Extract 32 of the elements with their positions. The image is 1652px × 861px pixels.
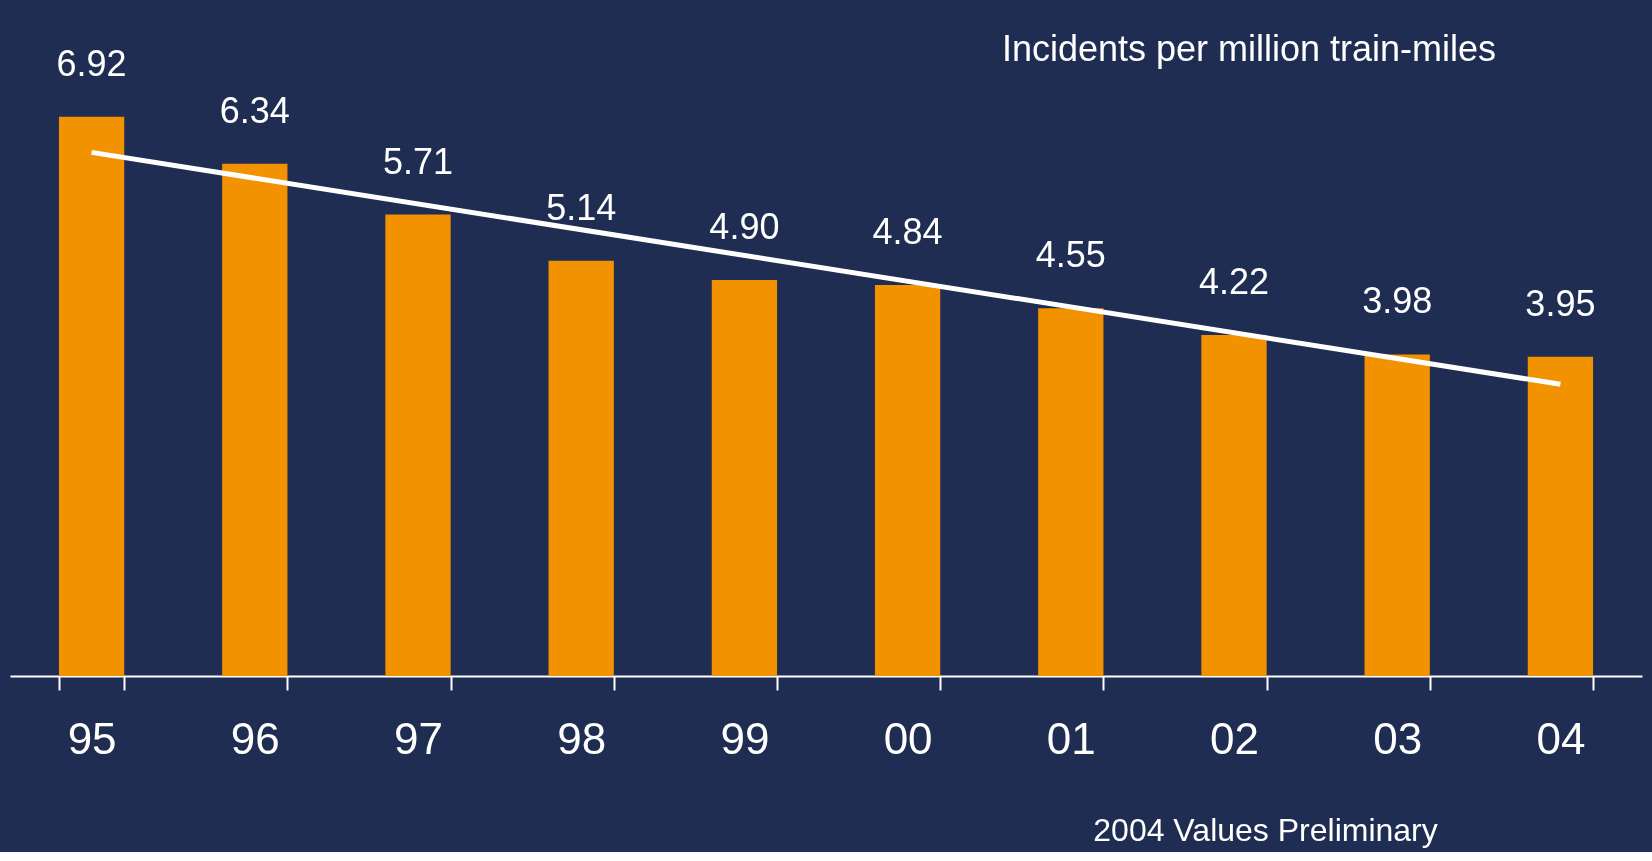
data-label: 3.95 [1525, 282, 1596, 324]
x-tick-label: 97 [394, 713, 443, 763]
bar [874, 284, 941, 676]
data-label: 4.84 [872, 210, 943, 252]
bar [385, 214, 451, 676]
data-label: 6.92 [56, 42, 127, 84]
x-tick-label: 03 [1373, 713, 1423, 763]
bar [1364, 354, 1430, 676]
bar [1038, 308, 1104, 676]
bar [548, 260, 614, 676]
text: Incidents per million train-miles [1001, 28, 1497, 69]
data-label: 4.90 [709, 206, 780, 248]
data-label: 3.98 [1362, 280, 1433, 322]
data-label: 6.34 [219, 89, 290, 131]
bar [222, 163, 288, 676]
data-label: 4.22 [1198, 261, 1270, 303]
data-label: 4.55 [1035, 234, 1106, 276]
x-tick-label: 99 [720, 713, 770, 763]
bar [1201, 335, 1267, 676]
x-tick-label: 00 [883, 713, 933, 763]
data-label: 5.71 [382, 140, 454, 182]
x-tick-label: 95 [67, 713, 117, 763]
x-tick-label: 98 [557, 713, 607, 763]
bar [1527, 356, 1594, 676]
bar [58, 116, 125, 676]
x-tick-label: 01 [1046, 713, 1096, 763]
bar [711, 280, 778, 676]
text: 2004 Values Preliminary [1093, 812, 1438, 848]
x-tick-label: 02 [1210, 713, 1259, 763]
x-tick-label: 04 [1536, 713, 1586, 763]
data-label: 5.14 [546, 186, 617, 228]
x-tick-label: 96 [230, 713, 280, 763]
